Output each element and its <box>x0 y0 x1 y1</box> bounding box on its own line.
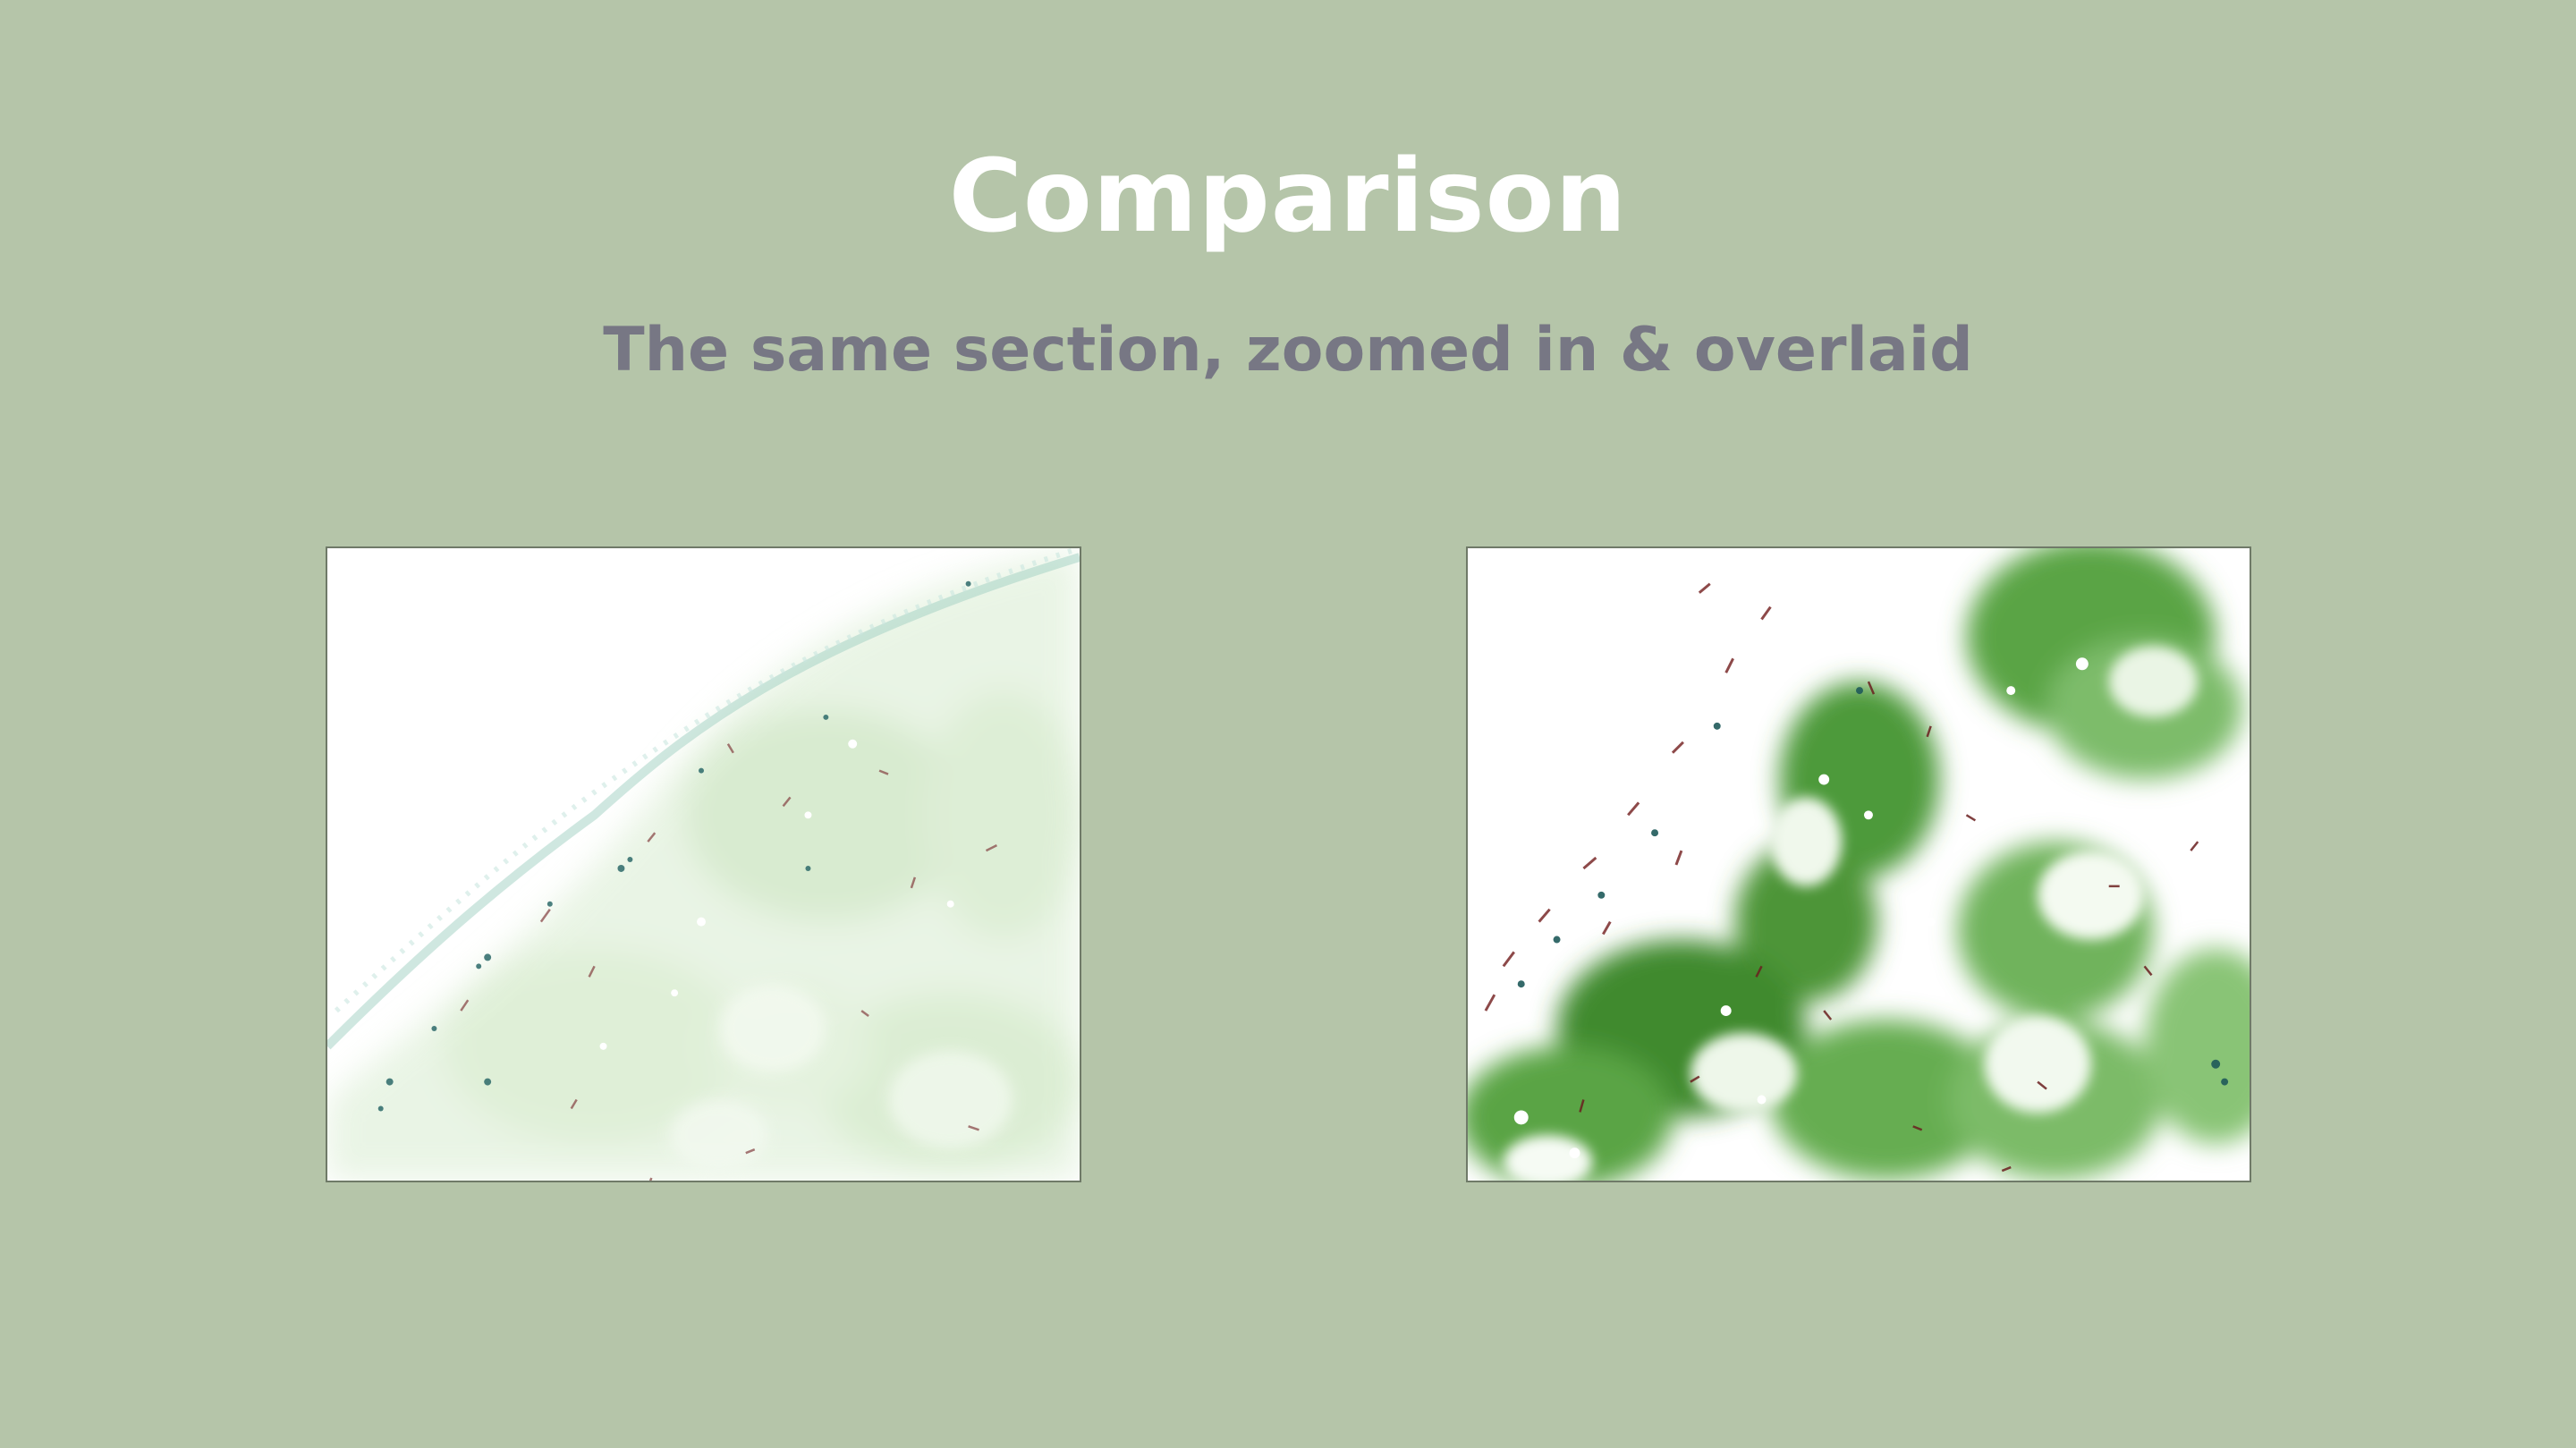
micrograph-right <box>1466 546 2251 1182</box>
micrograph-right-image <box>1468 548 2250 1181</box>
micrograph-left <box>326 546 1081 1182</box>
micrograph-left-image <box>327 548 1080 1181</box>
slide-subtitle: The same section, zoomed in & overlaid <box>603 315 1973 385</box>
slide-title: Comparison <box>948 139 1628 255</box>
